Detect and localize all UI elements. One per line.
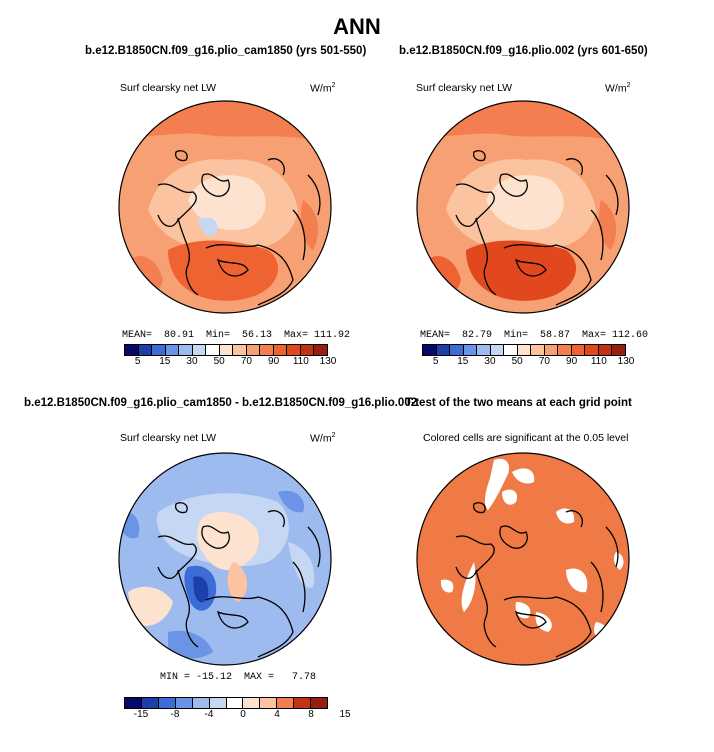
panel1-colorbar-swatch	[206, 345, 220, 355]
panel2-colorbar-swatch	[450, 345, 464, 355]
panel1-title: b.e12.B1850CN.f09_g16.plio_cam1850 (yrs …	[85, 45, 367, 57]
panel3-stats: MIN = -15.12 MAX = 7.78	[160, 672, 317, 683]
panel1-colorbar-ticks: 5 15 30 50 70 90 110 130	[124, 356, 337, 368]
panel3-map	[118, 452, 332, 666]
panel1-colorbar-swatch	[233, 345, 247, 355]
panel1-colorbar-tick-label: 90	[268, 356, 280, 367]
panel1-colorbar-tick-label: 130	[319, 356, 337, 367]
panel3-colorbar: -15 -8 -4 0 4 8 15	[124, 697, 351, 721]
panel3-colorbar-tick-label: -4	[204, 709, 214, 720]
panel1-colorbar-tick-label: 30	[186, 356, 198, 367]
panel3-colorbar-swatch	[209, 698, 227, 708]
panel2-colorbar-ticks: 5 15 30 50 70 90 110 130	[422, 356, 635, 368]
panel2-colorbar-swatch	[531, 345, 545, 355]
panel3-colorbar-swatch	[294, 698, 312, 708]
panel1-colorbar-tick-label: 15	[159, 356, 171, 367]
panel2-colorbar-tick-label: 130	[617, 356, 635, 367]
panel2-colorbar-swatch	[477, 345, 491, 355]
panel2-colorbar-swatch	[490, 345, 505, 355]
panel2-units: W/m2	[605, 82, 631, 95]
panel1-colorbar-tick-label: 110	[292, 356, 309, 367]
panel1-colorbar-swatch	[192, 345, 207, 355]
panel3-colorbar-swatch	[158, 698, 176, 708]
panel1-colorbar-swatch	[314, 345, 327, 355]
panel1-colorbar-swatch	[300, 345, 315, 355]
panel2-colorbar: 5 15 30 50 70 90 110 130	[422, 344, 635, 368]
panel2-stats: MEAN= 82.79 Min= 58.87 Max= 112.60	[420, 330, 649, 341]
panel1-colorbar-swatch	[219, 345, 234, 355]
panel3-colorbar-tick-label: 0	[240, 709, 246, 720]
panel1-colorbar: 5 15 30 50 70 90 110 130	[124, 344, 337, 368]
panel2-map	[416, 100, 630, 314]
panel1-variable: Surf clearsky net LW	[120, 82, 217, 94]
panel3-colorbar-tick-label: -8	[170, 709, 180, 720]
panel2-colorbar-swatch	[544, 345, 559, 355]
panel3-colorbar-swatch	[311, 698, 328, 708]
panel2-colorbar-tick-label: 30	[484, 356, 496, 367]
panel2-colorbar-swatch	[504, 345, 518, 355]
panel1-stats: MEAN= 80.91 Min= 56.13 Max= 111.92	[122, 330, 351, 341]
panel3-units: W/m2	[310, 432, 336, 445]
panel3-colorbar-swatch	[277, 698, 295, 708]
panel3-colorbar-swatch	[141, 698, 159, 708]
panel1-colorbar-swatch	[179, 345, 193, 355]
panel2-colorbar-swatch	[612, 345, 625, 355]
panel3-colorbar-tick-label: 4	[274, 709, 280, 720]
panel3-colorbar-tick-label: 15	[339, 709, 351, 720]
panel2-colorbar-tick-label: 110	[590, 356, 607, 367]
panel1-colorbar-swatch	[273, 345, 288, 355]
panel1-colorbar-tick-label: 5	[134, 356, 141, 367]
panel3-colorbar-swatch	[226, 698, 244, 708]
panel2-colorbar-tick-label: 90	[566, 356, 578, 367]
panel2-colorbar-swatch	[558, 345, 572, 355]
panel2-colorbar-swatch	[423, 345, 437, 355]
panel1-colorbar-swatch	[138, 345, 153, 355]
panel3-colorbar-swatch	[260, 698, 278, 708]
panel1-colorbar-swatch	[246, 345, 261, 355]
panel3-colorbar-tick-label: 8	[308, 709, 314, 720]
panel2-colorbar-swatch	[463, 345, 478, 355]
panel1-colorbar-swatch	[165, 345, 180, 355]
panel3-variable: Surf clearsky net LW	[120, 432, 217, 444]
panel2-colorbar-swatch	[571, 345, 586, 355]
panel3-colorbar-swatch	[125, 698, 142, 708]
panel1-colorbar-swatch	[287, 345, 301, 355]
panel2-title: b.e12.B1850CN.f09_g16.plio.002 (yrs 601-…	[399, 45, 648, 57]
panel2-colorbar-swatch	[517, 345, 532, 355]
panel2-colorbar-tick-label: 50	[511, 356, 523, 367]
panel2-colorbar-swatch	[598, 345, 613, 355]
panel1-colorbar-swatch	[260, 345, 274, 355]
panel3-colorbar-swatch	[192, 698, 210, 708]
panel2-colorbar-tick-label: 5	[432, 356, 439, 367]
panel3-colorbar-tick-label: -15	[133, 709, 149, 720]
panel4-title: T-test of the two means at each grid poi…	[405, 397, 632, 409]
panel1-units: W/m2	[310, 82, 336, 95]
panel4-map	[416, 452, 630, 666]
panel1-colorbar-swatch	[152, 345, 166, 355]
panel1-colorbar-tick-label: 70	[240, 356, 252, 367]
panel3-title: b.e12.B1850CN.f09_g16.plio_cam1850 - b.e…	[24, 397, 418, 409]
panel2-colorbar-swatch	[436, 345, 451, 355]
panel3-colorbar-swatch	[175, 698, 193, 708]
panel2-colorbar-swatch	[585, 345, 599, 355]
panel3-colorbar-ticks: -15 -8 -4 0 4 8 15	[124, 709, 351, 721]
panel1-colorbar-swatch	[125, 345, 139, 355]
panel2-colorbar-tick-label: 70	[538, 356, 550, 367]
panel1-colorbar-tick-label: 50	[213, 356, 225, 367]
figure-title: ANN	[333, 14, 381, 39]
panel2-variable: Surf clearsky net LW	[416, 82, 513, 94]
panel3-colorbar-swatch	[243, 698, 261, 708]
panel1-map	[118, 100, 332, 314]
panel2-colorbar-tick-label: 15	[457, 356, 469, 367]
panel4-subtitle: Colored cells are significant at the 0.0…	[423, 432, 629, 444]
